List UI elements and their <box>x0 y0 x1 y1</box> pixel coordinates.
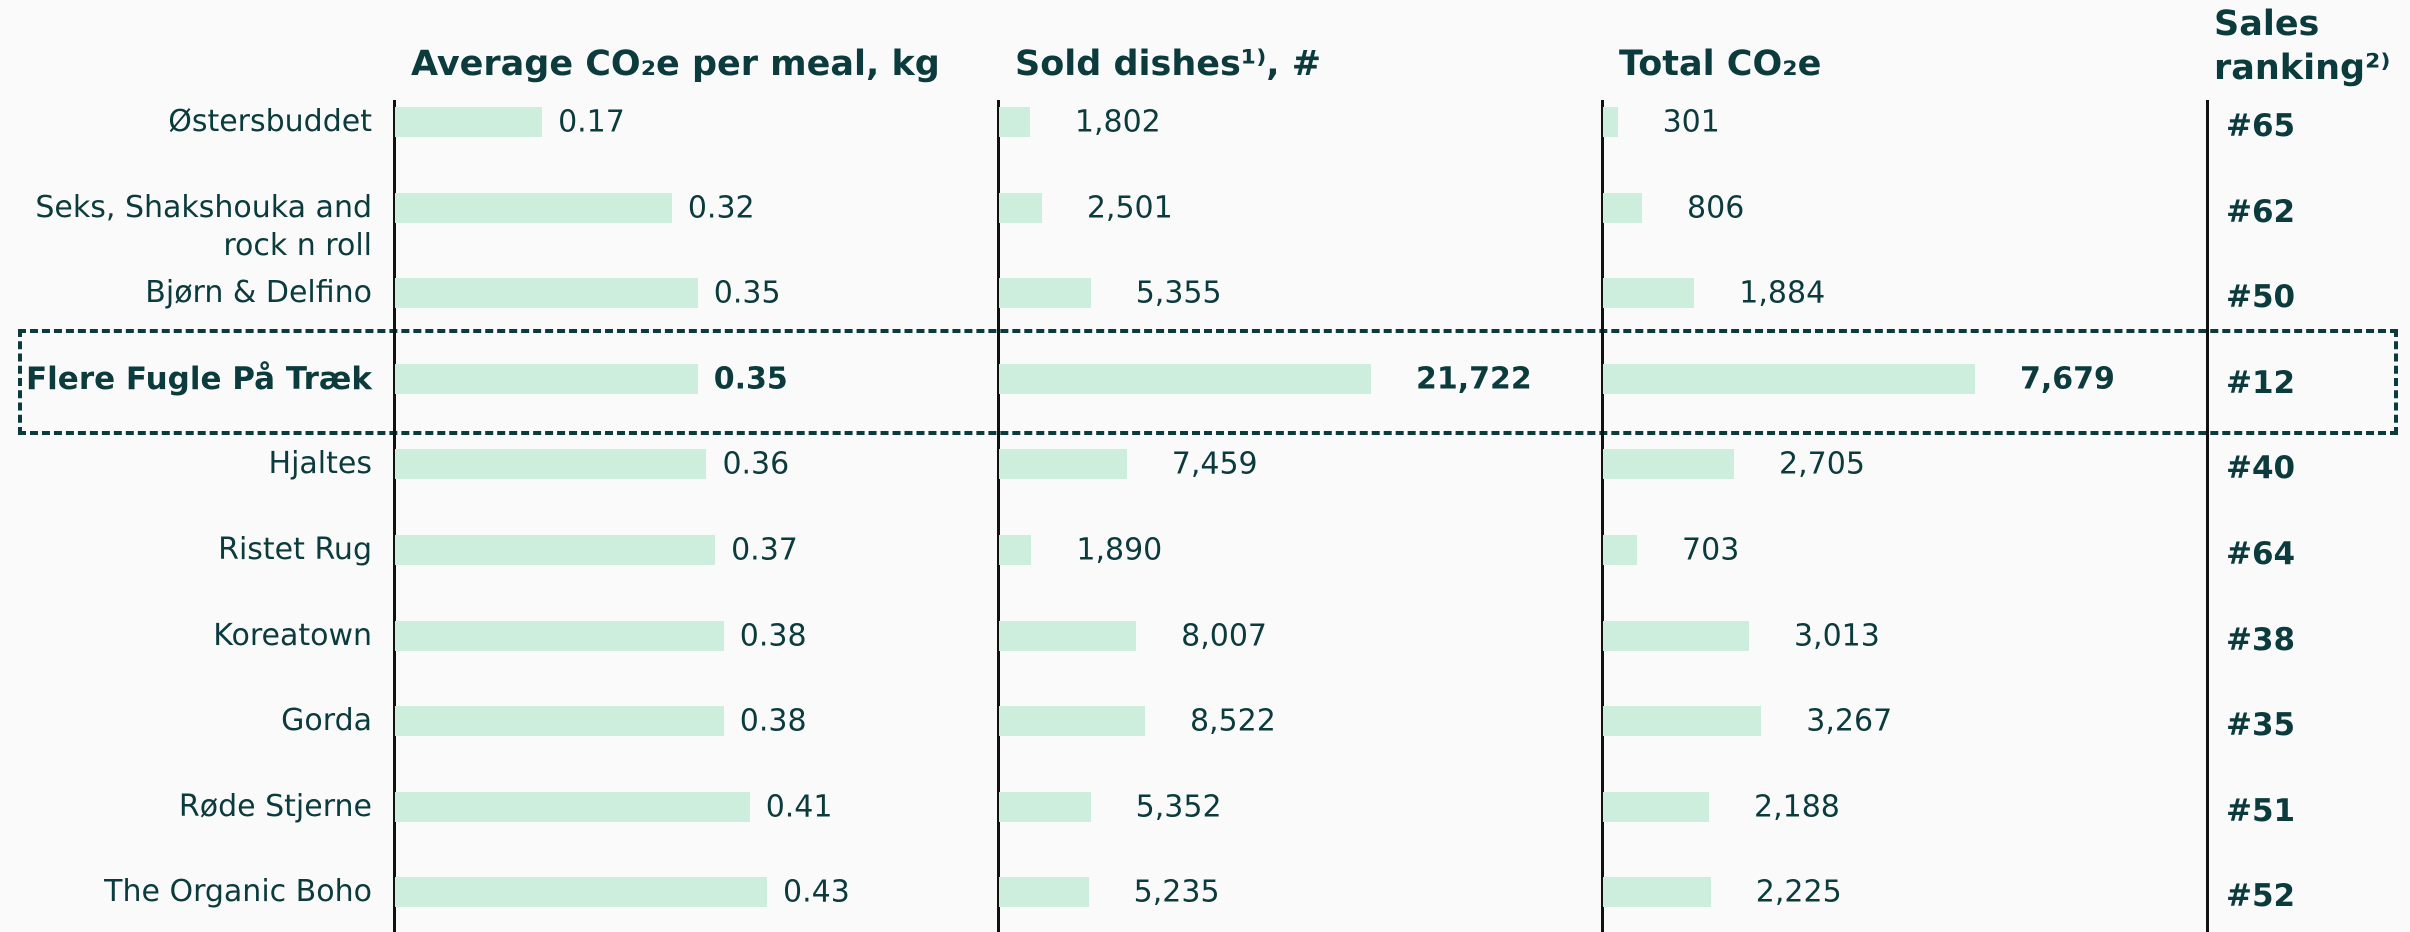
bar <box>395 877 767 908</box>
ranking: #51 <box>2226 792 2296 829</box>
category-label: Ristet Rug <box>218 532 372 567</box>
bar <box>999 535 1032 565</box>
value-label: 1,802 <box>1074 104 1161 140</box>
ranking: #12 <box>2226 364 2296 401</box>
value-label: 0.43 <box>783 874 850 910</box>
bar <box>999 192 1042 223</box>
value-label: 3,013 <box>1793 618 1880 654</box>
bar <box>395 107 543 137</box>
value-label: 5,355 <box>1135 275 1222 311</box>
bar <box>395 278 698 309</box>
category-label: Koreatown <box>213 617 372 653</box>
ranking: #65 <box>2226 108 2296 144</box>
value-label: 0.17 <box>558 104 625 140</box>
column-header: Total CO₂e <box>1619 44 1822 84</box>
value-label: 2,188 <box>1753 789 1840 825</box>
ranking: #64 <box>2226 536 2296 572</box>
value-label: 0.36 <box>722 446 790 482</box>
bar <box>395 535 716 565</box>
value-label: 5,235 <box>1133 874 1220 910</box>
value-label: 2,501 <box>1086 190 1173 226</box>
bar <box>1603 620 1749 651</box>
column-header: Average CO₂e per meal, kg <box>411 44 940 84</box>
category-label: Gorda <box>281 703 372 739</box>
ranking: #62 <box>2226 193 2296 230</box>
axis-line <box>1601 100 1604 932</box>
bar <box>1603 535 1638 565</box>
bar <box>1603 192 1643 223</box>
ranking: #52 <box>2226 878 2296 915</box>
value-label: 2,225 <box>1755 874 1842 910</box>
category-label: Hjaltes <box>268 446 372 482</box>
value-label: 0.38 <box>739 618 807 654</box>
bar <box>999 278 1091 309</box>
bar <box>395 620 724 651</box>
value-label: 0.41 <box>765 789 833 825</box>
category-label: Bjørn & Delfino <box>145 275 372 311</box>
bar <box>999 449 1127 480</box>
column-header: Sold dishes¹⁾, # <box>1015 44 1322 84</box>
bar <box>999 877 1089 908</box>
bar <box>999 620 1137 651</box>
axis-line <box>393 100 396 932</box>
bar <box>999 363 1371 394</box>
value-label: 0.38 <box>739 703 807 739</box>
value-label: 7,459 <box>1171 446 1258 482</box>
highlight-box <box>18 329 2398 435</box>
axis-line <box>2206 100 2209 932</box>
category-label: The Organic Boho <box>104 874 372 910</box>
bar <box>395 192 672 223</box>
ranking: #35 <box>2226 707 2296 744</box>
category-label: Østersbuddet <box>168 104 372 139</box>
value-label: 301 <box>1662 104 1720 140</box>
bar <box>1603 363 1975 394</box>
bar <box>395 791 750 822</box>
value-label: 703 <box>1682 532 1740 568</box>
bar <box>395 363 698 394</box>
value-label: 5,352 <box>1135 789 1222 825</box>
value-label: 0.35 <box>713 361 788 397</box>
bar <box>395 706 724 737</box>
value-label: 8,522 <box>1189 703 1276 739</box>
bar <box>999 107 1030 137</box>
ranking-header: Sales ranking²⁾ <box>2214 4 2391 88</box>
value-label: 21,722 <box>1416 361 1532 397</box>
value-label: 3,267 <box>1806 703 1893 739</box>
value-label: 806 <box>1687 190 1745 226</box>
category-label: Seks, Shakshouka and rock n roll <box>35 189 372 263</box>
bar <box>1603 449 1735 480</box>
value-label: 8,007 <box>1181 618 1267 654</box>
bar <box>999 791 1091 822</box>
ranking: #38 <box>2226 621 2296 658</box>
category-label: Røde Stjerne <box>178 788 372 824</box>
axis-line <box>997 100 1000 932</box>
bar <box>395 449 707 480</box>
category-label: Flere Fugle På Træk <box>26 360 372 397</box>
value-label: 1,890 <box>1076 532 1163 568</box>
bar <box>1603 877 1711 908</box>
bar <box>1603 278 1695 309</box>
value-label: 0.37 <box>731 532 798 568</box>
bar <box>999 706 1145 737</box>
bar <box>1603 706 1762 737</box>
bar <box>1603 107 1618 137</box>
value-label: 0.35 <box>713 275 781 311</box>
value-label: 0.32 <box>687 190 755 226</box>
value-label: 1,884 <box>1739 275 1826 311</box>
ranking: #40 <box>2226 450 2296 487</box>
ranking: #50 <box>2226 279 2296 316</box>
bar <box>1603 791 1709 822</box>
value-label: 7,679 <box>2020 361 2115 397</box>
value-label: 2,705 <box>1779 446 1865 482</box>
